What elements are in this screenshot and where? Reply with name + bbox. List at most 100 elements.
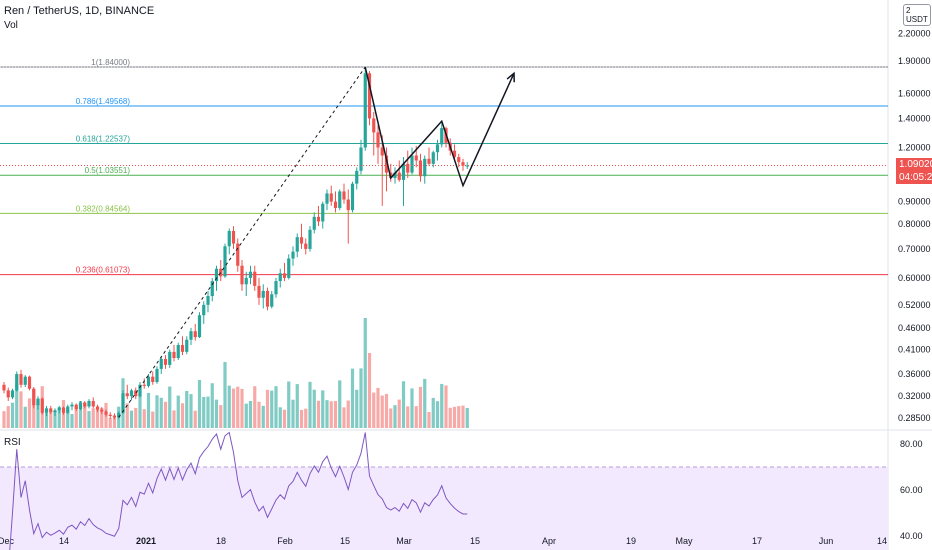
volume-bar-37	[159, 397, 163, 428]
volume-bar-74	[316, 400, 321, 428]
candle-body-54	[231, 230, 236, 244]
candle-body-100	[427, 158, 431, 164]
volume-bar-36	[155, 395, 159, 428]
volume-bar-25	[108, 417, 112, 428]
time-tick-label-2: 2021	[136, 536, 156, 546]
volume-bar-101	[431, 397, 435, 428]
volume-bar-67	[287, 381, 291, 428]
volume-bar-42	[180, 403, 185, 428]
volume-bar-15	[66, 409, 70, 428]
volume-bar-68	[291, 399, 295, 428]
candle-body-30	[129, 390, 134, 397]
candle-body-85	[363, 73, 367, 148]
candle-body-2	[10, 390, 15, 398]
price-tick-label-13: 0.32000	[898, 391, 931, 401]
candle-body-6	[27, 376, 32, 389]
volume-indicator-label: Vol	[4, 20, 18, 31]
time-tick-label-10: May	[675, 536, 693, 546]
candle-body-20	[87, 400, 91, 407]
countdown-badge: 04:05:28	[896, 170, 932, 184]
candle-body-76	[325, 193, 329, 204]
volume-bar-19	[83, 402, 87, 428]
volume-bar-61	[261, 405, 265, 428]
volume-bar-106	[452, 406, 457, 428]
volume-bar-82	[350, 368, 355, 428]
candle-body-5	[23, 376, 27, 385]
volume-bar-6	[27, 398, 32, 428]
volume-bar-70	[299, 409, 304, 428]
time-tick-label-12: Jun	[819, 536, 834, 546]
volume-bar-83	[355, 389, 359, 428]
volume-bar-44	[189, 394, 193, 428]
candle-body-25	[108, 414, 112, 417]
volume-bar-41	[176, 395, 180, 428]
candle-body-37	[159, 358, 163, 369]
volume-bar-93	[397, 399, 401, 428]
candle-body-44	[189, 331, 193, 340]
pattern-projection-line	[364, 66, 515, 188]
price-tick-label-10: 0.46000	[898, 323, 931, 333]
candle-body-26	[112, 416, 117, 418]
currency-button[interactable]: 2 USDT	[903, 4, 931, 26]
candle-body-41	[176, 345, 180, 359]
volume-bar-3	[15, 383, 19, 428]
candle-body-28	[121, 393, 125, 413]
volume-bar-71	[304, 408, 308, 428]
rsi-tick-label-0: 80.00	[900, 439, 923, 449]
candle-body-64	[274, 281, 278, 295]
candle-body-11	[49, 408, 53, 413]
volume-bar-58	[248, 401, 253, 428]
volume-bar-53	[227, 385, 231, 428]
candle-body-34	[146, 376, 151, 386]
candle-body-65	[278, 273, 282, 282]
time-tick-label-0: Dec	[0, 536, 14, 546]
candle-body-17	[74, 404, 78, 409]
volume-bar-32	[138, 395, 142, 428]
candle-body-40	[172, 351, 176, 359]
volume-bar-105	[448, 407, 452, 428]
time-tick-label-3: 18	[216, 536, 226, 546]
candle-body-66	[282, 273, 287, 278]
volume-bar-33	[142, 409, 146, 428]
candle-body-13	[57, 407, 61, 411]
candle-body-93	[397, 172, 401, 180]
volume-bar-38	[163, 401, 168, 428]
volume-bar-48	[206, 396, 210, 428]
candle-body-8	[36, 398, 40, 406]
volume-bar-95	[406, 406, 410, 428]
fib-level-label-4: 0.382(0.84564)	[76, 204, 131, 213]
volume-bar-84	[359, 368, 363, 428]
volume-bar-17	[74, 407, 78, 428]
volume-bar-79	[338, 380, 342, 428]
candle-body-99	[423, 158, 427, 177]
volume-bar-5	[23, 406, 27, 428]
volume-bar-22	[95, 409, 100, 428]
candle-body-81	[346, 199, 350, 211]
volume-bar-108	[461, 405, 465, 428]
fib-level-label-1: 0.786(1.49568)	[76, 97, 131, 106]
candle-body-24	[104, 411, 108, 415]
volume-bar-88	[376, 387, 380, 428]
candle-body-94	[401, 163, 406, 180]
candle-body-84	[359, 147, 363, 171]
candle-body-73	[312, 216, 316, 230]
volume-bar-50	[214, 399, 219, 428]
volume-bar-26	[112, 414, 117, 428]
volume-bar-7	[32, 388, 36, 428]
candle-body-87	[372, 118, 376, 133]
volume-bar-103	[440, 383, 444, 428]
time-tick-label-5: 15	[340, 536, 350, 546]
price-tick-label-4: 1.20000	[898, 142, 931, 152]
candle-body-39	[168, 351, 172, 365]
volume-bar-81	[346, 400, 350, 428]
volume-bar-11	[49, 411, 53, 428]
volume-bar-64	[274, 386, 278, 428]
fib-level-label-5: 0.236(0.61073)	[76, 266, 131, 275]
candle-body-29	[125, 393, 129, 397]
volume-bar-76	[325, 400, 329, 428]
candle-body-61	[261, 290, 265, 298]
time-tick-label-1: 14	[59, 536, 69, 546]
price-tick-label-5: 0.90000	[898, 197, 931, 207]
rsi-band	[0, 467, 888, 550]
